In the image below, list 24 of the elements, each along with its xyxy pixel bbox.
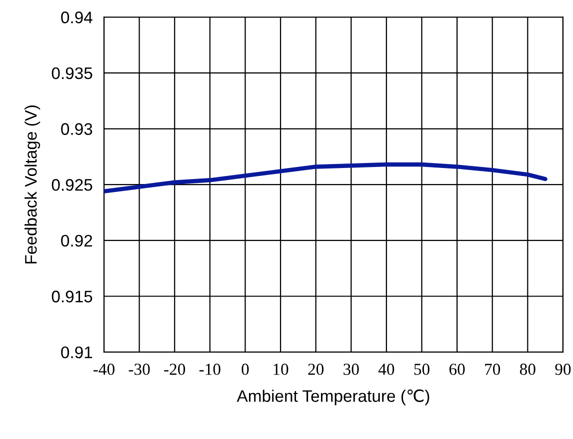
y-tick-label: 0.92 [61, 234, 92, 247]
x-tick-label: -30 [128, 364, 150, 375]
y-tick-label: 0.93 [61, 123, 92, 135]
x-tick-label: 20 [308, 364, 324, 375]
line-series [104, 162, 548, 194]
x-tick-label: 30 [344, 364, 359, 375]
x-tick-label: 80 [520, 364, 536, 375]
x-tick-label: 10 [274, 364, 288, 375]
x-tick-label: -20 [164, 364, 186, 375]
x-tick-label: 50 [414, 364, 430, 375]
y-tick-label: 0.91 [61, 346, 92, 358]
x-tick-label: 60 [449, 364, 465, 375]
x-tick-label: -40 [94, 364, 114, 375]
x-tick-label: 90 [555, 364, 571, 375]
x-tick-label: 40 [378, 364, 394, 375]
x-axis-title: Ambient Temperature (℃) [236, 389, 430, 406]
y-tick-label: 0.94 [61, 12, 92, 24]
y-tick-label: 0.935 [52, 67, 92, 80]
x-tick-label: 70 [485, 364, 500, 375]
x-tick-label: 0 [242, 364, 249, 375]
y-tick-label: 0.915 [52, 290, 92, 302]
y-axis-title: Feedback Voltage (V) [24, 105, 40, 264]
x-tick-label: -10 [199, 364, 220, 375]
y-tick-label: 0.925 [52, 179, 92, 191]
